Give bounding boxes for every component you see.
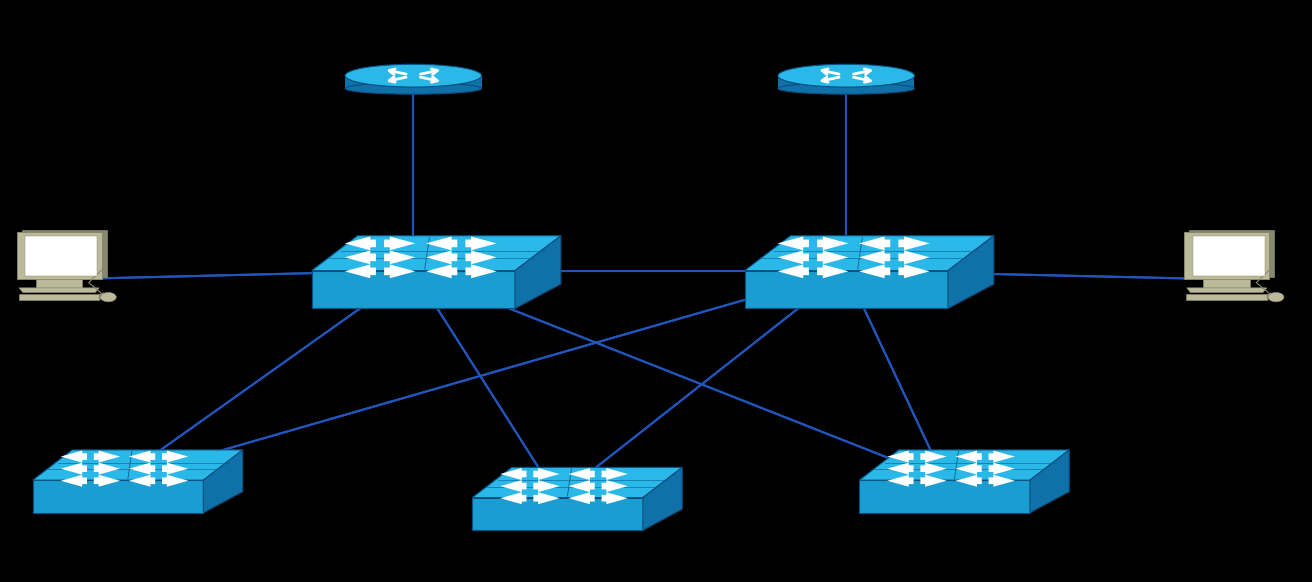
Polygon shape xyxy=(1190,230,1274,277)
Polygon shape xyxy=(1185,232,1269,279)
Ellipse shape xyxy=(778,64,914,87)
Polygon shape xyxy=(163,475,189,487)
Polygon shape xyxy=(601,480,628,492)
Ellipse shape xyxy=(101,293,117,302)
Polygon shape xyxy=(163,450,189,463)
Polygon shape xyxy=(1193,236,1265,276)
Ellipse shape xyxy=(778,83,914,94)
Polygon shape xyxy=(568,480,594,492)
Polygon shape xyxy=(887,450,913,463)
Polygon shape xyxy=(859,250,891,264)
Polygon shape xyxy=(817,236,849,250)
Polygon shape xyxy=(859,480,1030,513)
Polygon shape xyxy=(129,463,155,475)
Polygon shape xyxy=(384,236,416,250)
Polygon shape xyxy=(94,475,121,487)
Polygon shape xyxy=(60,463,87,475)
Polygon shape xyxy=(899,250,930,264)
Polygon shape xyxy=(601,468,628,480)
Polygon shape xyxy=(817,250,849,264)
Polygon shape xyxy=(500,492,526,504)
Polygon shape xyxy=(745,271,947,308)
Polygon shape xyxy=(466,264,497,278)
Polygon shape xyxy=(921,450,947,463)
Polygon shape xyxy=(426,250,458,264)
Polygon shape xyxy=(312,236,562,271)
Polygon shape xyxy=(33,480,203,513)
Polygon shape xyxy=(533,492,560,504)
Polygon shape xyxy=(345,250,377,264)
Polygon shape xyxy=(778,250,810,264)
Polygon shape xyxy=(100,293,104,300)
Polygon shape xyxy=(466,236,497,250)
Polygon shape xyxy=(643,467,682,530)
Polygon shape xyxy=(778,264,810,278)
Polygon shape xyxy=(899,264,930,278)
Polygon shape xyxy=(33,450,243,480)
Polygon shape xyxy=(60,450,87,463)
Polygon shape xyxy=(859,450,1069,480)
Polygon shape xyxy=(472,498,643,530)
Polygon shape xyxy=(778,76,914,88)
Polygon shape xyxy=(22,230,106,277)
Polygon shape xyxy=(345,76,482,88)
Polygon shape xyxy=(466,250,497,264)
Polygon shape xyxy=(426,264,458,278)
Polygon shape xyxy=(18,288,100,293)
Polygon shape xyxy=(947,236,994,308)
Polygon shape xyxy=(35,279,83,288)
Polygon shape xyxy=(955,450,981,463)
Polygon shape xyxy=(500,480,526,492)
Polygon shape xyxy=(1030,450,1069,513)
Polygon shape xyxy=(778,236,810,250)
Polygon shape xyxy=(94,450,121,463)
Polygon shape xyxy=(312,271,514,308)
Polygon shape xyxy=(989,463,1015,475)
Polygon shape xyxy=(25,236,97,276)
Polygon shape xyxy=(129,475,155,487)
Polygon shape xyxy=(1267,293,1271,300)
Polygon shape xyxy=(859,264,891,278)
Polygon shape xyxy=(955,475,981,487)
Ellipse shape xyxy=(345,83,482,94)
Polygon shape xyxy=(533,480,560,492)
Polygon shape xyxy=(1186,288,1267,293)
Polygon shape xyxy=(17,232,101,279)
Polygon shape xyxy=(989,475,1015,487)
Polygon shape xyxy=(345,236,377,250)
Polygon shape xyxy=(921,475,947,487)
Polygon shape xyxy=(887,475,913,487)
Polygon shape xyxy=(129,450,155,463)
Polygon shape xyxy=(60,475,87,487)
Polygon shape xyxy=(899,236,930,250)
Polygon shape xyxy=(1203,279,1250,288)
Polygon shape xyxy=(601,492,628,504)
Ellipse shape xyxy=(345,64,482,87)
Polygon shape xyxy=(163,463,189,475)
Polygon shape xyxy=(514,236,562,308)
Polygon shape xyxy=(384,250,416,264)
Polygon shape xyxy=(472,467,682,498)
Polygon shape xyxy=(18,294,100,300)
Polygon shape xyxy=(745,236,994,271)
Polygon shape xyxy=(1186,294,1267,300)
Ellipse shape xyxy=(1269,293,1284,302)
Polygon shape xyxy=(568,492,594,504)
Polygon shape xyxy=(345,264,377,278)
Polygon shape xyxy=(859,236,891,250)
Polygon shape xyxy=(989,450,1015,463)
Polygon shape xyxy=(426,236,458,250)
Polygon shape xyxy=(817,264,849,278)
Polygon shape xyxy=(94,463,121,475)
Polygon shape xyxy=(384,264,416,278)
Polygon shape xyxy=(921,463,947,475)
Polygon shape xyxy=(955,463,981,475)
Polygon shape xyxy=(203,450,243,513)
Polygon shape xyxy=(500,468,526,480)
Polygon shape xyxy=(533,468,560,480)
Polygon shape xyxy=(887,463,913,475)
Polygon shape xyxy=(568,468,594,480)
